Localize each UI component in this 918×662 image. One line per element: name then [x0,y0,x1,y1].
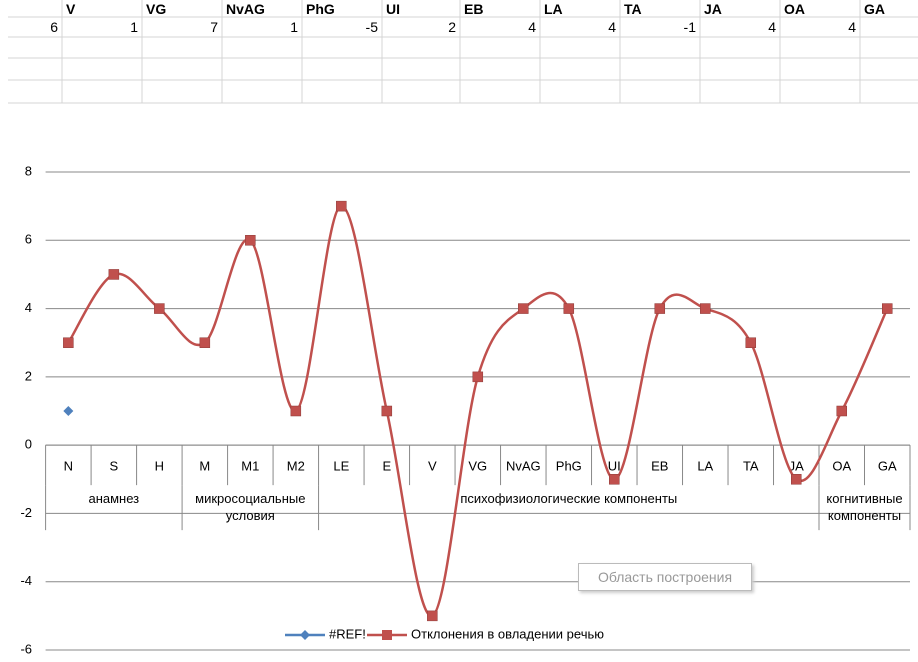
marker [245,235,256,246]
tooltip: Область построения [578,563,752,591]
marker [882,303,893,314]
cell-value: 1 [290,19,298,35]
category-group-label: психофизиологические компоненты [460,491,678,507]
marker [63,406,74,416]
column-header: OA [784,1,805,17]
marker [154,303,165,314]
category-group-label: микросоциальные условия [195,491,306,524]
x-tick-label: LA [697,459,713,474]
cell-value: 6 [50,19,58,35]
series-line [67,204,889,618]
x-tick-label: PhG [556,459,582,474]
x-tick-label: E [382,459,391,474]
marker [836,405,848,417]
column-header: PhG [306,1,335,17]
category-group-label: анамнез [88,491,140,507]
x-tick-label: H [155,459,164,474]
legend-label: Отклонения в овладении речью [411,626,604,641]
marker [108,269,120,280]
marker [336,200,347,212]
marker [700,303,711,314]
column-header: EB [464,1,484,17]
marker [427,610,438,622]
cell-value: 4 [768,19,776,35]
x-tick-label: JA [789,459,805,474]
marker [745,337,757,348]
marker [609,474,620,485]
y-tick-label: -6 [20,641,32,656]
column-header: TA [624,1,642,17]
marker [472,371,484,383]
cell-value: 4 [608,19,616,35]
column-header: UI [386,1,400,17]
cell-value: 4 [528,19,536,35]
column-header: VG [146,1,167,17]
marker [518,303,529,314]
x-tick-label: TA [743,459,759,474]
cell-value: 4 [848,19,856,35]
y-tick-label: 2 [25,368,32,383]
y-tick-label: 6 [25,232,32,247]
column-header: JA [704,1,722,17]
x-tick-label: V [428,459,437,474]
cell-value: -5 [365,19,378,35]
cell-value: 1 [130,19,138,35]
x-tick-label: NvAG [506,459,541,474]
marker [791,474,802,485]
marker [381,405,393,417]
x-tick-label: N [64,459,73,474]
marker [63,337,74,348]
x-tick-label: LE [333,459,349,474]
cell-value: 7 [210,19,218,35]
marker [563,303,575,314]
x-tick-label: EB [651,459,668,474]
x-tick-label: S [110,459,119,474]
y-tick-label: 0 [25,437,32,452]
legend-marker [382,630,392,640]
x-tick-label: VG [468,459,487,474]
x-tick-label: M [199,459,210,474]
cell-value: 2 [448,19,456,35]
x-tick-label: M1 [241,459,259,474]
marker [290,405,302,417]
cell-value: -1 [683,19,696,35]
y-tick-label: -4 [20,573,32,588]
column-header: LA [544,1,563,17]
column-header: GA [864,1,885,17]
column-header: V [66,1,76,17]
marker [654,303,666,314]
y-tick-label: 8 [25,163,32,178]
category-group-label: когнитивные компоненты [826,491,903,524]
x-tick-label: UI [608,459,621,474]
y-tick-label: -2 [20,505,32,520]
column-header: NvAG [226,1,265,17]
marker [199,337,211,348]
x-tick-label: M2 [287,459,305,474]
x-tick-label: OA [832,459,851,474]
legend-marker [300,630,310,640]
y-tick-label: 4 [25,300,32,315]
legend-label: #REF! [329,626,366,641]
x-tick-label: GA [878,459,897,474]
